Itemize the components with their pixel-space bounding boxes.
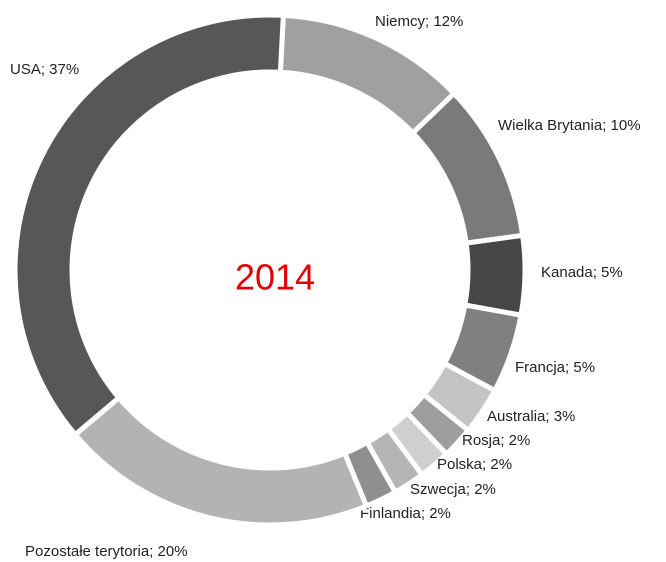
slice-label: Pozostałe terytoria; 20%: [25, 543, 188, 560]
slice-label: USA; 37%: [10, 61, 79, 78]
donut-slice: [461, 232, 528, 319]
slice-label: Szwecja; 2%: [410, 481, 496, 498]
donut-slice: [12, 12, 286, 439]
chart-title: 2014: [235, 257, 315, 298]
slice-label: Niemcy; 12%: [375, 13, 463, 30]
slice-label: Francja; 5%: [515, 359, 595, 376]
slice-label: Polska; 2%: [437, 456, 512, 473]
slice-label: Rosja; 2%: [462, 432, 530, 449]
slice-label: Australia; 3%: [487, 408, 575, 425]
slice-label: Kanada; 5%: [541, 264, 623, 281]
slice-label: Finlandia; 2%: [360, 505, 451, 522]
donut-slice: [409, 89, 526, 246]
slice-label: Wielka Brytania; 10%: [498, 117, 641, 134]
donut-slice: [71, 394, 370, 528]
